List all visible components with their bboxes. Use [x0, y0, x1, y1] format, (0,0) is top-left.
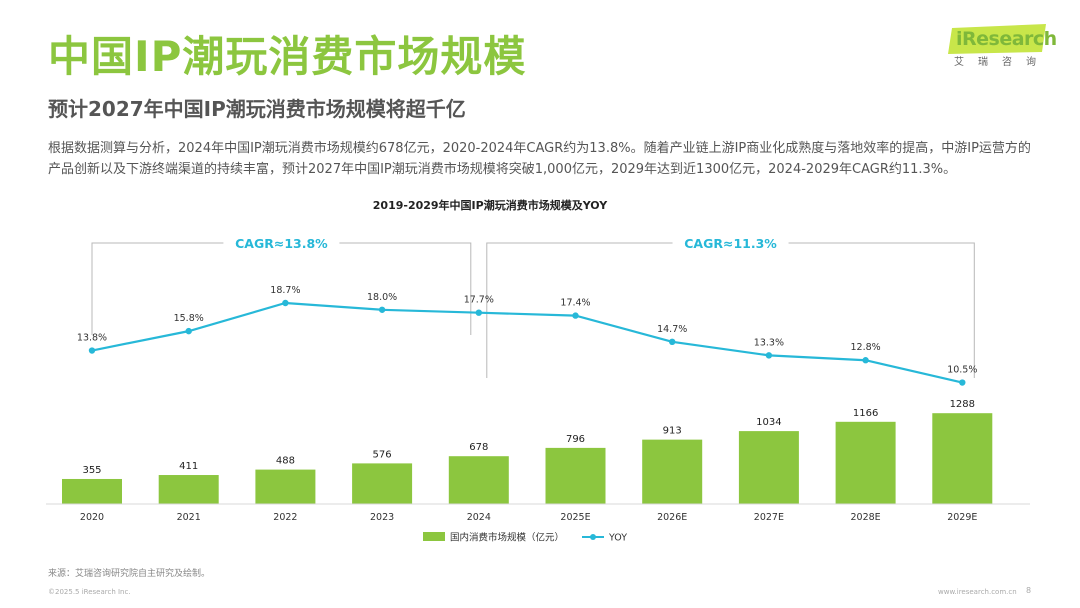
bar-label-2029E: 1288 [950, 399, 975, 410]
chart-title: 2019-2029年中国IP潮玩消费市场规模及YOY [373, 198, 608, 212]
bar-label-2021: 411 [179, 461, 198, 472]
bar-2020 [62, 478, 122, 504]
yoy-label-2028E: 12.8% [851, 342, 881, 353]
market-size-chart: 2019-2029年中国IP潮玩消费市场规模及YOY CAGR≈13.8% CAG… [46, 198, 1030, 544]
yoy-point-2022 [282, 299, 289, 307]
copyright: ©2025.5 iResearch Inc. [48, 588, 131, 596]
x-tick-2023: 2023 [370, 512, 394, 523]
legend-bar-swatch [423, 532, 445, 541]
bar-label-2020: 355 [82, 465, 101, 476]
bar-label-2024: 678 [469, 442, 488, 453]
bar-2028E [835, 421, 896, 504]
page-number: 8 [1026, 586, 1032, 595]
bar-2026E [642, 439, 703, 504]
yoy-label-2024: 17.7% [464, 295, 494, 306]
iresearch-logo: iResearch 艾瑞咨询 [948, 24, 1057, 76]
logo-name: iResearch [956, 28, 1057, 50]
bar-2024 [448, 456, 509, 504]
website-url[interactable]: www.iresearch.com.cn [938, 588, 1017, 596]
x-tick-2025E: 2025E [560, 512, 590, 523]
yoy-point-2020 [88, 347, 96, 354]
x-tick-2024: 2024 [467, 512, 491, 523]
x-tick-2022: 2022 [273, 512, 297, 523]
logo-subtitle: 艾瑞咨询 [954, 57, 1050, 68]
bar-2022 [255, 469, 316, 504]
yoy-point-2026E [669, 338, 676, 345]
yoy-label-2026E: 14.7% [657, 324, 687, 335]
yoy-label-2027E: 13.3% [754, 337, 784, 348]
yoy-point-2029E [959, 379, 966, 386]
bar-label-2027E: 1034 [756, 417, 781, 428]
cagr-label-1: CAGR≈13.8% [235, 236, 328, 251]
cagr-bracket-1 [91, 242, 472, 335]
x-tick-2028E: 2028E [851, 512, 881, 523]
bar-label-2023: 576 [373, 449, 392, 460]
page-subtitle: 预计2027年中国IP潮玩消费市场规模将超千亿 [48, 97, 466, 121]
bar-label-2025E: 796 [566, 434, 585, 445]
x-tick-2026E: 2026E [657, 512, 687, 523]
bar-2023 [352, 463, 413, 504]
bar-label-2026E: 913 [663, 426, 682, 437]
legend-line-label: YOY [608, 533, 627, 544]
source-note: 来源：艾瑞咨询研究院自主研究及绘制。 [48, 569, 211, 579]
bar-label-2028E: 1166 [853, 408, 878, 419]
bar-2027E [738, 431, 799, 504]
cagr-bracket-2 [486, 242, 975, 378]
yoy-line [91, 301, 963, 384]
x-tick-2020: 2020 [80, 512, 104, 523]
cagr-label-2: CAGR≈11.3% [684, 236, 777, 251]
yoy-label-2022: 18.7% [270, 285, 300, 296]
bar-2025E [545, 447, 606, 504]
logo-badge-shape [948, 24, 1046, 54]
page-title: 中国IP潮玩消费市场规模 [48, 32, 527, 81]
yoy-point-2025E [572, 312, 579, 319]
yoy-label-2029E: 10.5% [947, 365, 977, 376]
yoy-point-2028E [862, 357, 869, 364]
bar-label-2022: 488 [276, 456, 295, 467]
yoy-label-2020: 13.8% [77, 333, 107, 344]
yoy-label-2023: 18.0% [367, 292, 397, 303]
legend-bar-label: 国内消费市场规模（亿元） [450, 532, 564, 544]
yoy-label-2025E: 17.4% [560, 298, 590, 309]
bar-2029E [932, 413, 993, 504]
yoy-point-2023 [378, 306, 386, 313]
yoy-point-2021 [185, 327, 192, 335]
x-tick-2027E: 2027E [754, 512, 784, 523]
summary-paragraph: 根据数据测算与分析，2024年中国IP潮玩消费市场规模约678亿元，2020-2… [48, 141, 1031, 177]
yoy-label-2021: 15.8% [174, 313, 204, 324]
x-tick-2021: 2021 [177, 512, 201, 523]
yoy-point-2027E [765, 352, 773, 359]
yoy-point-2024 [475, 309, 482, 316]
bar-2021 [158, 475, 219, 504]
legend-line-marker [590, 534, 596, 540]
x-tick-2029E: 2029E [947, 512, 977, 523]
